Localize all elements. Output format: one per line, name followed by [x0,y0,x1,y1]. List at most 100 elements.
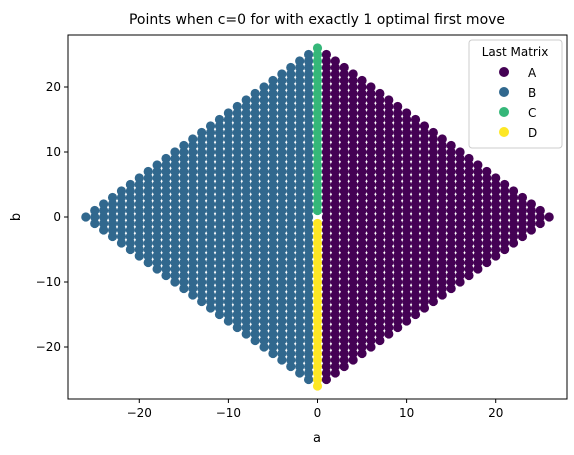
point-A [402,140,412,151]
point-A [357,348,367,359]
point-B [286,277,296,287]
point-B [170,166,180,177]
point-A [375,296,385,307]
point-B [179,179,189,190]
point-B [295,127,305,138]
point-B [161,251,171,261]
y-tick-label: 10 [46,145,61,159]
point-A [330,355,340,365]
point-B [134,173,144,183]
point-B [170,251,180,261]
point-A [339,361,349,372]
point-B [295,75,305,86]
point-B [286,231,296,242]
point-A [393,101,403,112]
point-A [410,244,421,255]
point-A [330,179,340,190]
point-B [99,225,109,235]
point-A [348,114,358,125]
point-A [330,212,340,222]
point-A [357,88,367,99]
point-A [330,335,340,346]
point-A [402,231,412,242]
point-B [125,186,135,196]
point-B [223,244,233,255]
point-B [170,160,180,170]
point-B [286,303,296,313]
point-A [410,251,421,261]
x-tick-label: 20 [488,406,503,420]
point-A [437,173,447,183]
point-B [188,290,198,300]
point-A [491,179,501,190]
point-D [312,329,323,339]
point-A [482,251,492,261]
point-B [268,335,278,346]
point-B [152,205,162,216]
point-C [312,62,323,73]
point-A [357,231,367,242]
point-B [241,283,251,294]
point-A [473,264,483,274]
point-B [268,303,278,313]
point-A [375,322,385,333]
point-B [205,140,216,151]
point-A [321,322,332,333]
point-B [277,238,287,248]
point-B [214,114,225,125]
point-B [197,166,207,177]
point-B [232,127,242,138]
point-B [197,231,207,242]
point-A [339,218,349,229]
point-A [446,186,456,196]
point-B [152,212,162,222]
point-A [491,244,501,255]
point-B [268,244,278,255]
point-A [339,147,349,157]
point-A [330,69,340,79]
point-A [428,179,438,190]
point-B [286,186,296,196]
point-B [303,348,314,359]
point-A [366,277,376,287]
point-B [179,192,189,203]
point-A [330,238,340,248]
point-A [393,114,403,125]
point-A [393,244,403,255]
point-B [205,121,216,131]
point-A [384,179,394,190]
point-A [348,179,358,190]
point-A [402,303,412,313]
point-B [116,199,127,209]
point-A [339,270,349,281]
point-B [303,212,314,222]
point-A [419,140,430,151]
point-A [419,290,430,300]
point-A [508,218,519,229]
point-A [393,322,403,333]
point-A [366,316,376,326]
point-B [286,140,296,151]
point-B [295,108,305,118]
point-A [348,322,358,333]
point-B [286,335,296,346]
point-A [384,309,394,320]
point-B [214,140,225,151]
point-B [188,225,198,235]
point-A [419,283,430,294]
point-B [241,251,251,261]
point-A [437,134,447,144]
point-A [419,231,430,242]
legend-box [468,39,563,149]
point-A [393,121,403,131]
point-A [455,199,465,209]
point-B [295,231,305,242]
legend-label-c: C [528,106,536,120]
point-B [295,251,305,261]
point-A [526,205,536,216]
point-A [517,218,528,229]
point-A [384,140,394,151]
point-B [268,75,278,86]
point-B [232,212,242,222]
point-D [312,296,323,307]
